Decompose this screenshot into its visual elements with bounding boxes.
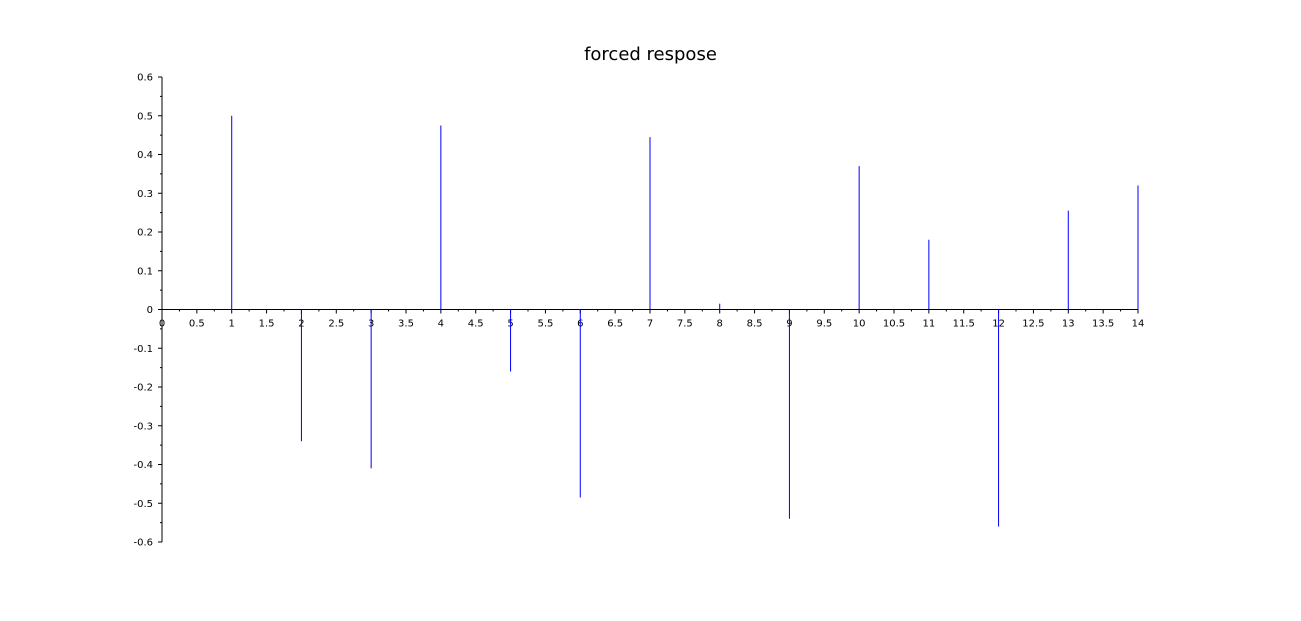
y-tick-label: -0.5 — [133, 499, 153, 510]
y-tick-label: 0.2 — [137, 228, 153, 239]
chart-title: forced respose — [584, 44, 717, 65]
x-tick-label: 12.5 — [1022, 319, 1044, 330]
y-tick-label: 0.1 — [137, 266, 153, 277]
x-tick-label: 1.5 — [259, 319, 275, 330]
x-tick-label: 8.5 — [747, 319, 763, 330]
x-tick-label: 9.5 — [816, 319, 832, 330]
x-tick-label: 13.5 — [1092, 319, 1114, 330]
y-tick-label: 0.5 — [137, 111, 153, 122]
x-tick-label: 0.5 — [189, 319, 205, 330]
x-tick-label: 11 — [922, 319, 935, 330]
x-tick-label: 10 — [853, 319, 866, 330]
x-tick-label: 5.5 — [537, 319, 553, 330]
stems — [231, 115, 1139, 527]
x-tick-label: 11.5 — [953, 319, 975, 330]
x-tick-label: 13 — [1062, 319, 1075, 330]
y-tick-label: -0.2 — [133, 383, 153, 394]
x-tick-label: 7.5 — [677, 319, 693, 330]
y-tick-label: 0 — [147, 305, 153, 316]
x-tick-label: 4 — [438, 319, 444, 330]
x-tick-label: 10.5 — [883, 319, 905, 330]
axes: 0.6 0.5 0.4 0.3 0.2 0.1 0 -0.1 -0.2 -0.3 -0.4 -0.5 -… — [133, 73, 1144, 549]
x-tick-label: 1 — [229, 319, 235, 330]
x-tick-label: 0 — [159, 319, 165, 330]
x-tick-label: 7 — [647, 319, 653, 330]
y-tick-label: -0.6 — [133, 538, 153, 549]
x-tick-label: 8 — [717, 319, 723, 330]
y-tick-label: -0.4 — [133, 460, 153, 471]
y-tick-label: 0.4 — [137, 150, 153, 161]
x-tick-label: 4.5 — [468, 319, 484, 330]
x-tick-label: 14 — [1132, 319, 1145, 330]
y-tick-label: -0.3 — [133, 421, 153, 432]
x-tick-label: 3.5 — [398, 319, 414, 330]
y-tick-label: 0.3 — [137, 189, 153, 200]
y-tick-label: -0.1 — [133, 344, 153, 355]
x-tick-label: 2.5 — [328, 319, 344, 330]
x-tick-label: 6.5 — [607, 319, 623, 330]
y-tick-label: 0.6 — [137, 73, 153, 84]
